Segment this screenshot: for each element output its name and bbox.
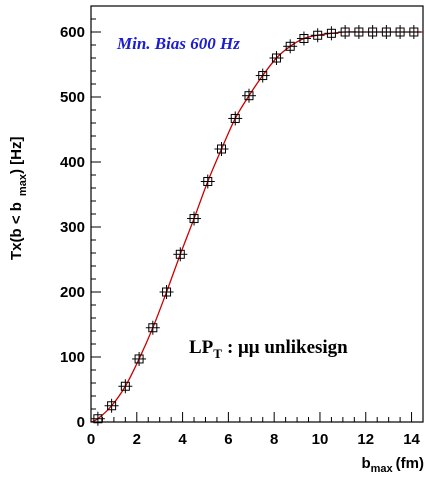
x-tick-label: 0 (87, 431, 95, 448)
data-point (200, 174, 215, 189)
data-point (255, 68, 270, 83)
x-tick-label: 10 (312, 431, 329, 448)
data-point (393, 25, 408, 39)
data-point (351, 25, 366, 39)
annotation-lpt-rest: : μμ unlikesign (227, 337, 348, 358)
data-point (310, 28, 325, 43)
data-point (159, 285, 174, 299)
data-point (173, 247, 188, 262)
data-point (269, 51, 284, 65)
data-point (338, 25, 353, 39)
data-point (132, 351, 147, 366)
annotation-lpt-main: LP (189, 337, 214, 358)
x-tick-label: 2 (133, 431, 141, 448)
x-axis-title-unit: (fm) (396, 455, 424, 472)
data-point (324, 26, 339, 41)
y-tick-label: 100 (60, 349, 85, 366)
x-tick-label: 8 (270, 431, 278, 448)
data-point (379, 25, 394, 39)
x-axis-title: bmax (fm) (361, 455, 424, 475)
y-axis-title-sub: max (17, 173, 29, 196)
data-point (104, 398, 119, 413)
fit-curve (90, 31, 423, 423)
y-axis-title: Tx(b < b max) [Hz] (8, 137, 29, 260)
data-point (241, 88, 256, 103)
annotation-lpt: LPT : μμ unlikesign (189, 337, 348, 361)
axis-ticks: 0 2 4 6 8 10 12 14 0 100 200 300 400 500 600 (60, 5, 424, 448)
fit-curve-layer (90, 31, 423, 423)
data-point (365, 25, 380, 39)
data-point (118, 379, 133, 394)
x-tick-label: 6 (224, 431, 232, 448)
x-tick-label: 14 (403, 431, 420, 448)
data-points (90, 25, 421, 426)
data-point (283, 39, 298, 54)
y-tick-label: 200 (60, 284, 85, 301)
x-tick-label: 12 (357, 431, 374, 448)
x-tick-label: 4 (178, 431, 187, 448)
y-tick-label: 0 (77, 414, 85, 431)
y-axis-title-pre: Tx(b < b (8, 202, 25, 260)
annotation-lpt-sub: T (213, 346, 222, 361)
data-point (214, 142, 229, 156)
annotation-min-bias: Min. Bias 600 Hz (116, 34, 240, 53)
data-point (228, 111, 243, 126)
data-point (296, 31, 311, 46)
x-axis-title-sub: max (371, 463, 394, 475)
x-axis-title-main: b (361, 455, 370, 472)
data-point (145, 320, 160, 335)
y-tick-label: 600 (60, 24, 85, 41)
y-axis-title-post: ) [Hz] (8, 137, 25, 175)
data-point (406, 25, 421, 39)
y-tick-label: 500 (60, 89, 85, 106)
y-tick-label: 300 (60, 219, 85, 236)
data-point (187, 211, 202, 226)
y-tick-label: 400 (60, 154, 85, 171)
